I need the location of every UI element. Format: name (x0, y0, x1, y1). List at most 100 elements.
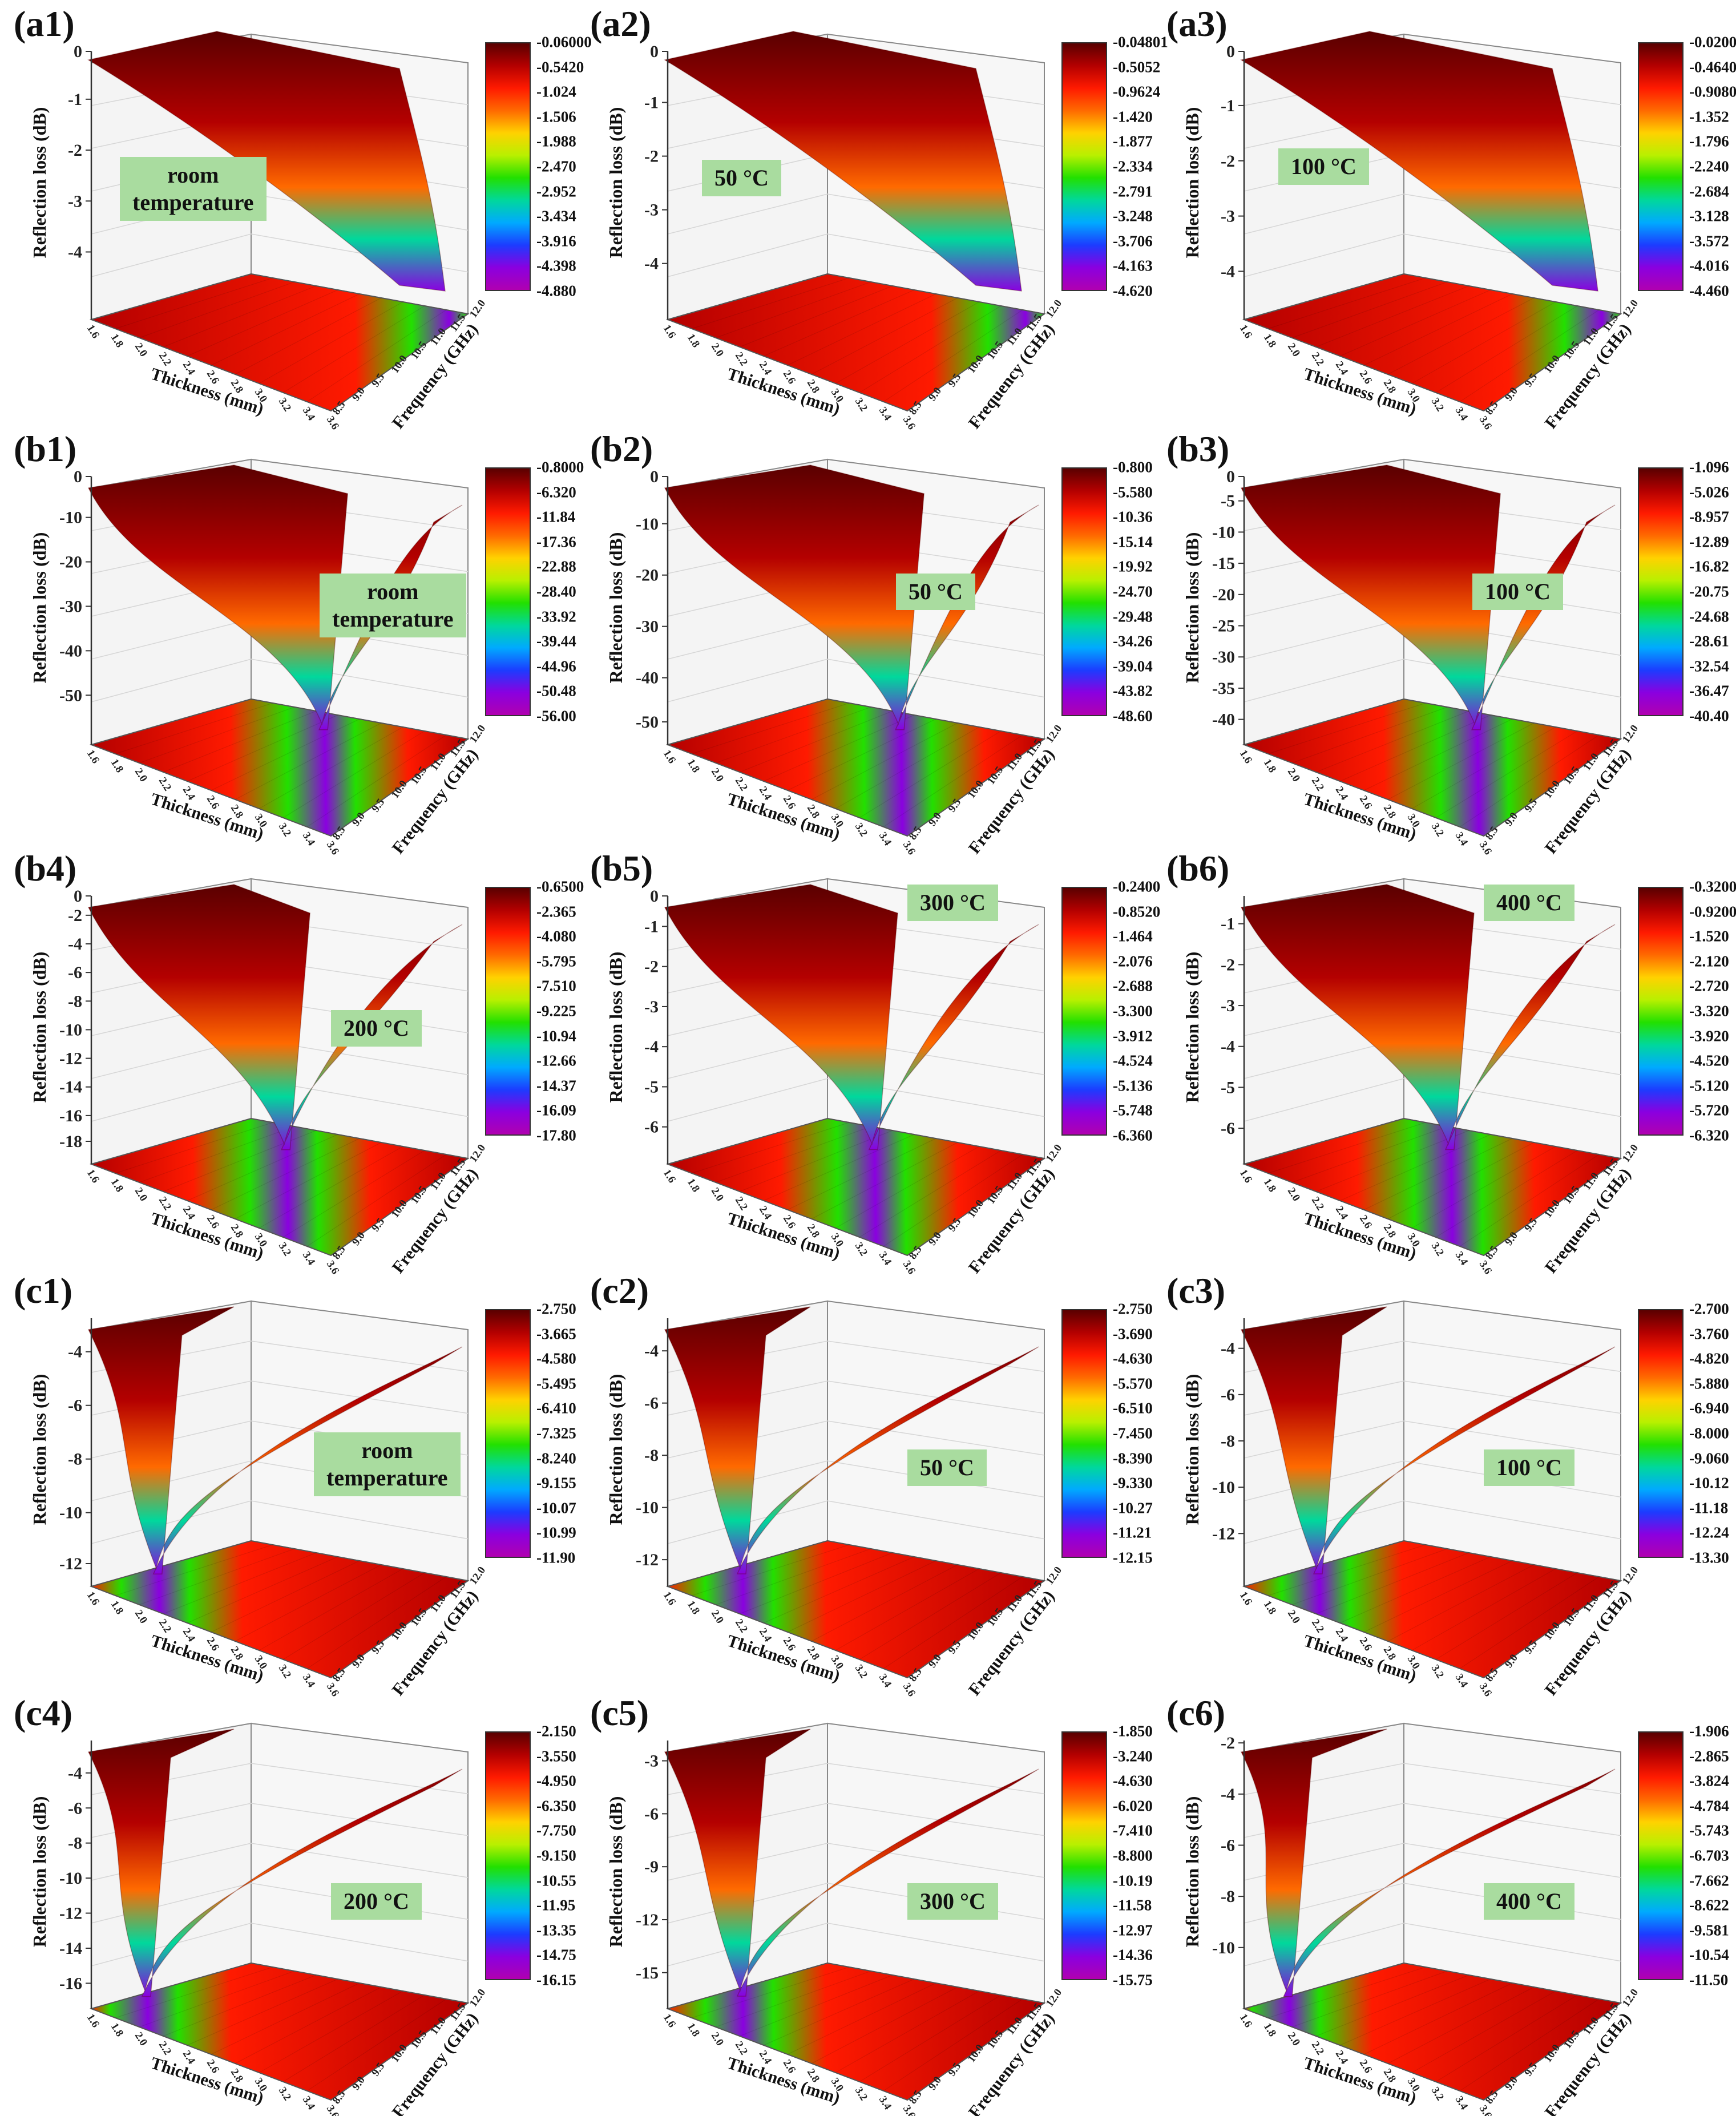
floor-grid-line (811, 297, 958, 375)
thickness-tick-label: 3.2 (276, 2085, 293, 2103)
colorbar-tick-label: -7.410 (1113, 1822, 1153, 1839)
z-axis-title: Reflection loss (dB) (29, 1374, 50, 1525)
colorbar (1061, 887, 1107, 1136)
condition-badge: 100 °C (1472, 574, 1563, 610)
floor-grid-line (859, 305, 1002, 393)
floor-grid-line (691, 1122, 850, 1174)
floor-grid-line (1387, 1142, 1535, 1219)
floor-grid-line (811, 1564, 958, 1642)
thickness-tick-label: 2.0 (1285, 1186, 1302, 1204)
condition-badge-line: 100 °C (1485, 579, 1551, 604)
panel-c5: -3 -6 -9 -12 -15 Reflection loss (dB) 1.6 1.8 2.… (588, 1695, 1158, 2116)
condition-badge: 50 °C (896, 574, 975, 610)
z-tick-label: -3 (644, 1752, 659, 1771)
floor-contour (89, 698, 470, 837)
thickness-tick-label: 2.0 (132, 766, 150, 784)
colorbar-tick-label: -9.225 (536, 1002, 576, 1020)
colorbar-tick-label: -8.240 (536, 1449, 576, 1467)
panel-b4: 0 -2 -4 -6 -8 -10 -12 -14 -16 -18 Reflection loss … (11, 850, 584, 1277)
floor-contour (1242, 273, 1622, 412)
thickness-tick-label: 3.2 (853, 396, 870, 414)
colorbar-tick-label: -24.68 (1689, 608, 1729, 625)
colorbar-tick-label: -16.82 (1689, 558, 1729, 575)
colorbar-tick-label: -8.957 (1689, 508, 1729, 526)
thickness-tick-label: 3.4 (300, 1250, 318, 1268)
floor-grid-line (859, 1150, 1002, 1238)
colorbar-tick-label: -34.26 (1113, 632, 1153, 650)
colorbar-tick-label: -2.684 (1689, 183, 1729, 200)
condition-badge: 100 °C (1278, 148, 1369, 185)
thickness-tick-label: 1.6 (84, 2012, 102, 2030)
z-tick-label: -6 (1221, 1119, 1235, 1138)
colorbar-labels: -1.906 -2.865 -3.824 -4.784 -5.743 -6.703 -7.6… (1689, 1723, 1736, 1989)
floor-grid-line (835, 1146, 980, 1229)
colorbar-tick-label: -15.14 (1113, 533, 1153, 551)
colorbar-tick-label: -17.80 (536, 1126, 576, 1144)
floor-grid-line (115, 1122, 273, 1174)
colorbar-labels: -0.02000 -0.4640 -0.9080 -1.352 -1.796 -2.240… (1689, 34, 1736, 300)
colorbar-tick-label: -2.334 (1113, 158, 1153, 175)
z-tick-label: -10 (1212, 1478, 1235, 1497)
floor-grid-line (139, 1548, 295, 1605)
floor-grid-line (691, 1544, 850, 1596)
floor-grid-line (1267, 277, 1426, 329)
z-tick-label: -10 (636, 1499, 659, 1517)
z-tick-label: -50 (59, 686, 82, 705)
z-tick-label: -1 (1221, 915, 1235, 934)
floor-grid-line (883, 309, 1023, 402)
z-axis-title: Reflection loss (dB) (1182, 107, 1202, 259)
colorbar-tick-label: -1.024 (536, 83, 576, 100)
floor-grid-line (883, 1576, 1023, 1669)
thickness-tick-label: 3.4 (877, 830, 894, 849)
floor-grid-line (811, 1986, 958, 2064)
z-tick-label: -16 (59, 1974, 82, 1993)
colorbar-tick-label: -22.88 (536, 558, 576, 575)
colorbar-tick-label: -10.54 (1689, 1946, 1729, 1964)
z-tick-label: -14 (59, 1939, 82, 1958)
colorbar-tick-label: -4.524 (1113, 1052, 1153, 1069)
floor-grid-line (1459, 734, 1600, 827)
thickness-tick-label: 1.8 (1261, 1599, 1278, 1617)
z-tick-label: -6 (644, 1804, 659, 1823)
colorbar-tick-label: -3.912 (1113, 1027, 1153, 1045)
floor-grid-line (1315, 710, 1469, 773)
colorbar-tick-label: -9.330 (1113, 1474, 1153, 1492)
colorbar-tick-label: -4.080 (536, 927, 576, 945)
floor-grid-line (1339, 1556, 1491, 1624)
panel-label: (b2) (590, 429, 653, 469)
thickness-tick-label: 1.6 (1237, 2012, 1254, 2030)
colorbar-tick-label: -10.36 (1113, 508, 1153, 526)
z-tick-label: -4 (644, 1037, 659, 1056)
colorbar-tick-label: -2.240 (1689, 158, 1729, 175)
z-tick-label: 0 (74, 887, 82, 906)
colorbar-tick-label: -10.07 (536, 1499, 576, 1517)
z-tick-label: -50 (636, 713, 659, 732)
colorbar (1638, 887, 1683, 1136)
z-tick-label: -40 (59, 641, 82, 660)
colorbar-tick-label: -1.796 (1689, 132, 1729, 150)
floor-grid-line (282, 1994, 425, 2082)
floor-contour (89, 273, 470, 412)
colorbar-tick-label: -4.163 (1113, 257, 1153, 274)
floor-grid-line (306, 309, 447, 402)
thickness-tick-label: 3.2 (853, 1663, 870, 1681)
floor-grid-line (739, 285, 893, 348)
colorbar (485, 42, 531, 291)
floor-grid-line (787, 293, 936, 366)
colorbar-tick-label: -6.703 (1689, 1847, 1729, 1864)
z-tick-label: -4 (644, 1342, 659, 1360)
z-tick-label: -35 (1212, 679, 1235, 698)
colorbar (485, 467, 531, 716)
frequency-tick-label: 12.0 (1620, 1565, 1641, 1587)
condition-badge-line: room (361, 1437, 413, 1463)
colorbar-tick-label: -9.150 (536, 1847, 576, 1864)
thickness-tick-label: 1.6 (661, 2012, 678, 2030)
condition-badge-line: temperature (326, 1465, 448, 1491)
z-tick-label: -6 (68, 963, 82, 982)
panel-c3: -4 -6 -8 -10 -12 Reflection loss (dB) 1.6 1.8 2.… (1164, 1273, 1735, 1699)
z-tick-label: -5 (1221, 1078, 1235, 1097)
thickness-tick-label: 2.0 (709, 1608, 726, 1626)
z-tick-label: -10 (636, 515, 659, 534)
colorbar-tick-label: -3.920 (1689, 1027, 1729, 1045)
back-wall-right (1403, 1300, 1621, 1582)
